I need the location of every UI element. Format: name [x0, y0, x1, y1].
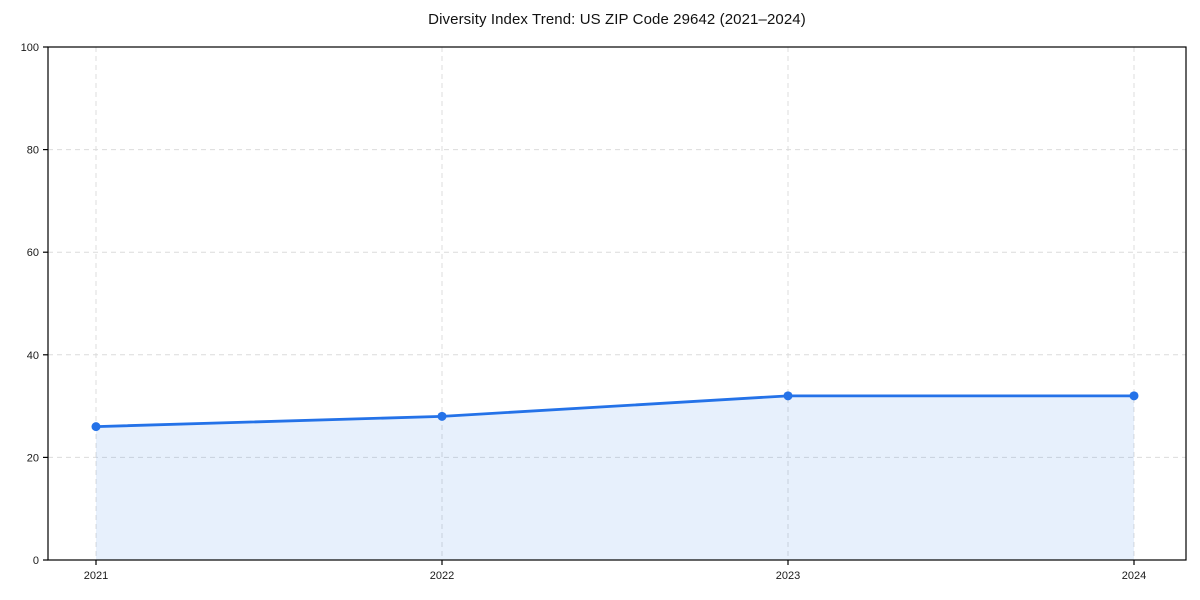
data-point-2024 [1129, 391, 1139, 401]
y-tick-label: 20 [27, 452, 39, 464]
chart-title: Diversity Index Trend: US ZIP Code 29642… [428, 11, 806, 28]
plot-border [47, 46, 1187, 561]
x-tick-label: 2022 [430, 570, 454, 582]
y-tick-label: 40 [27, 350, 39, 362]
y-tick-label: 80 [27, 145, 39, 157]
x-tick-label: 2021 [84, 570, 108, 582]
data-point-2021 [91, 422, 101, 432]
x-tick-label: 2023 [776, 570, 800, 582]
trend-line [94, 394, 1136, 429]
y-tick-label: 100 [21, 42, 39, 54]
y-tick-label: 0 [33, 555, 39, 567]
data-point-2023 [783, 391, 793, 401]
x-tick-label: 2024 [1122, 570, 1146, 582]
y-tick-label: 60 [27, 247, 39, 259]
area-fill [96, 395, 1134, 560]
data-point-2022 [437, 411, 447, 421]
